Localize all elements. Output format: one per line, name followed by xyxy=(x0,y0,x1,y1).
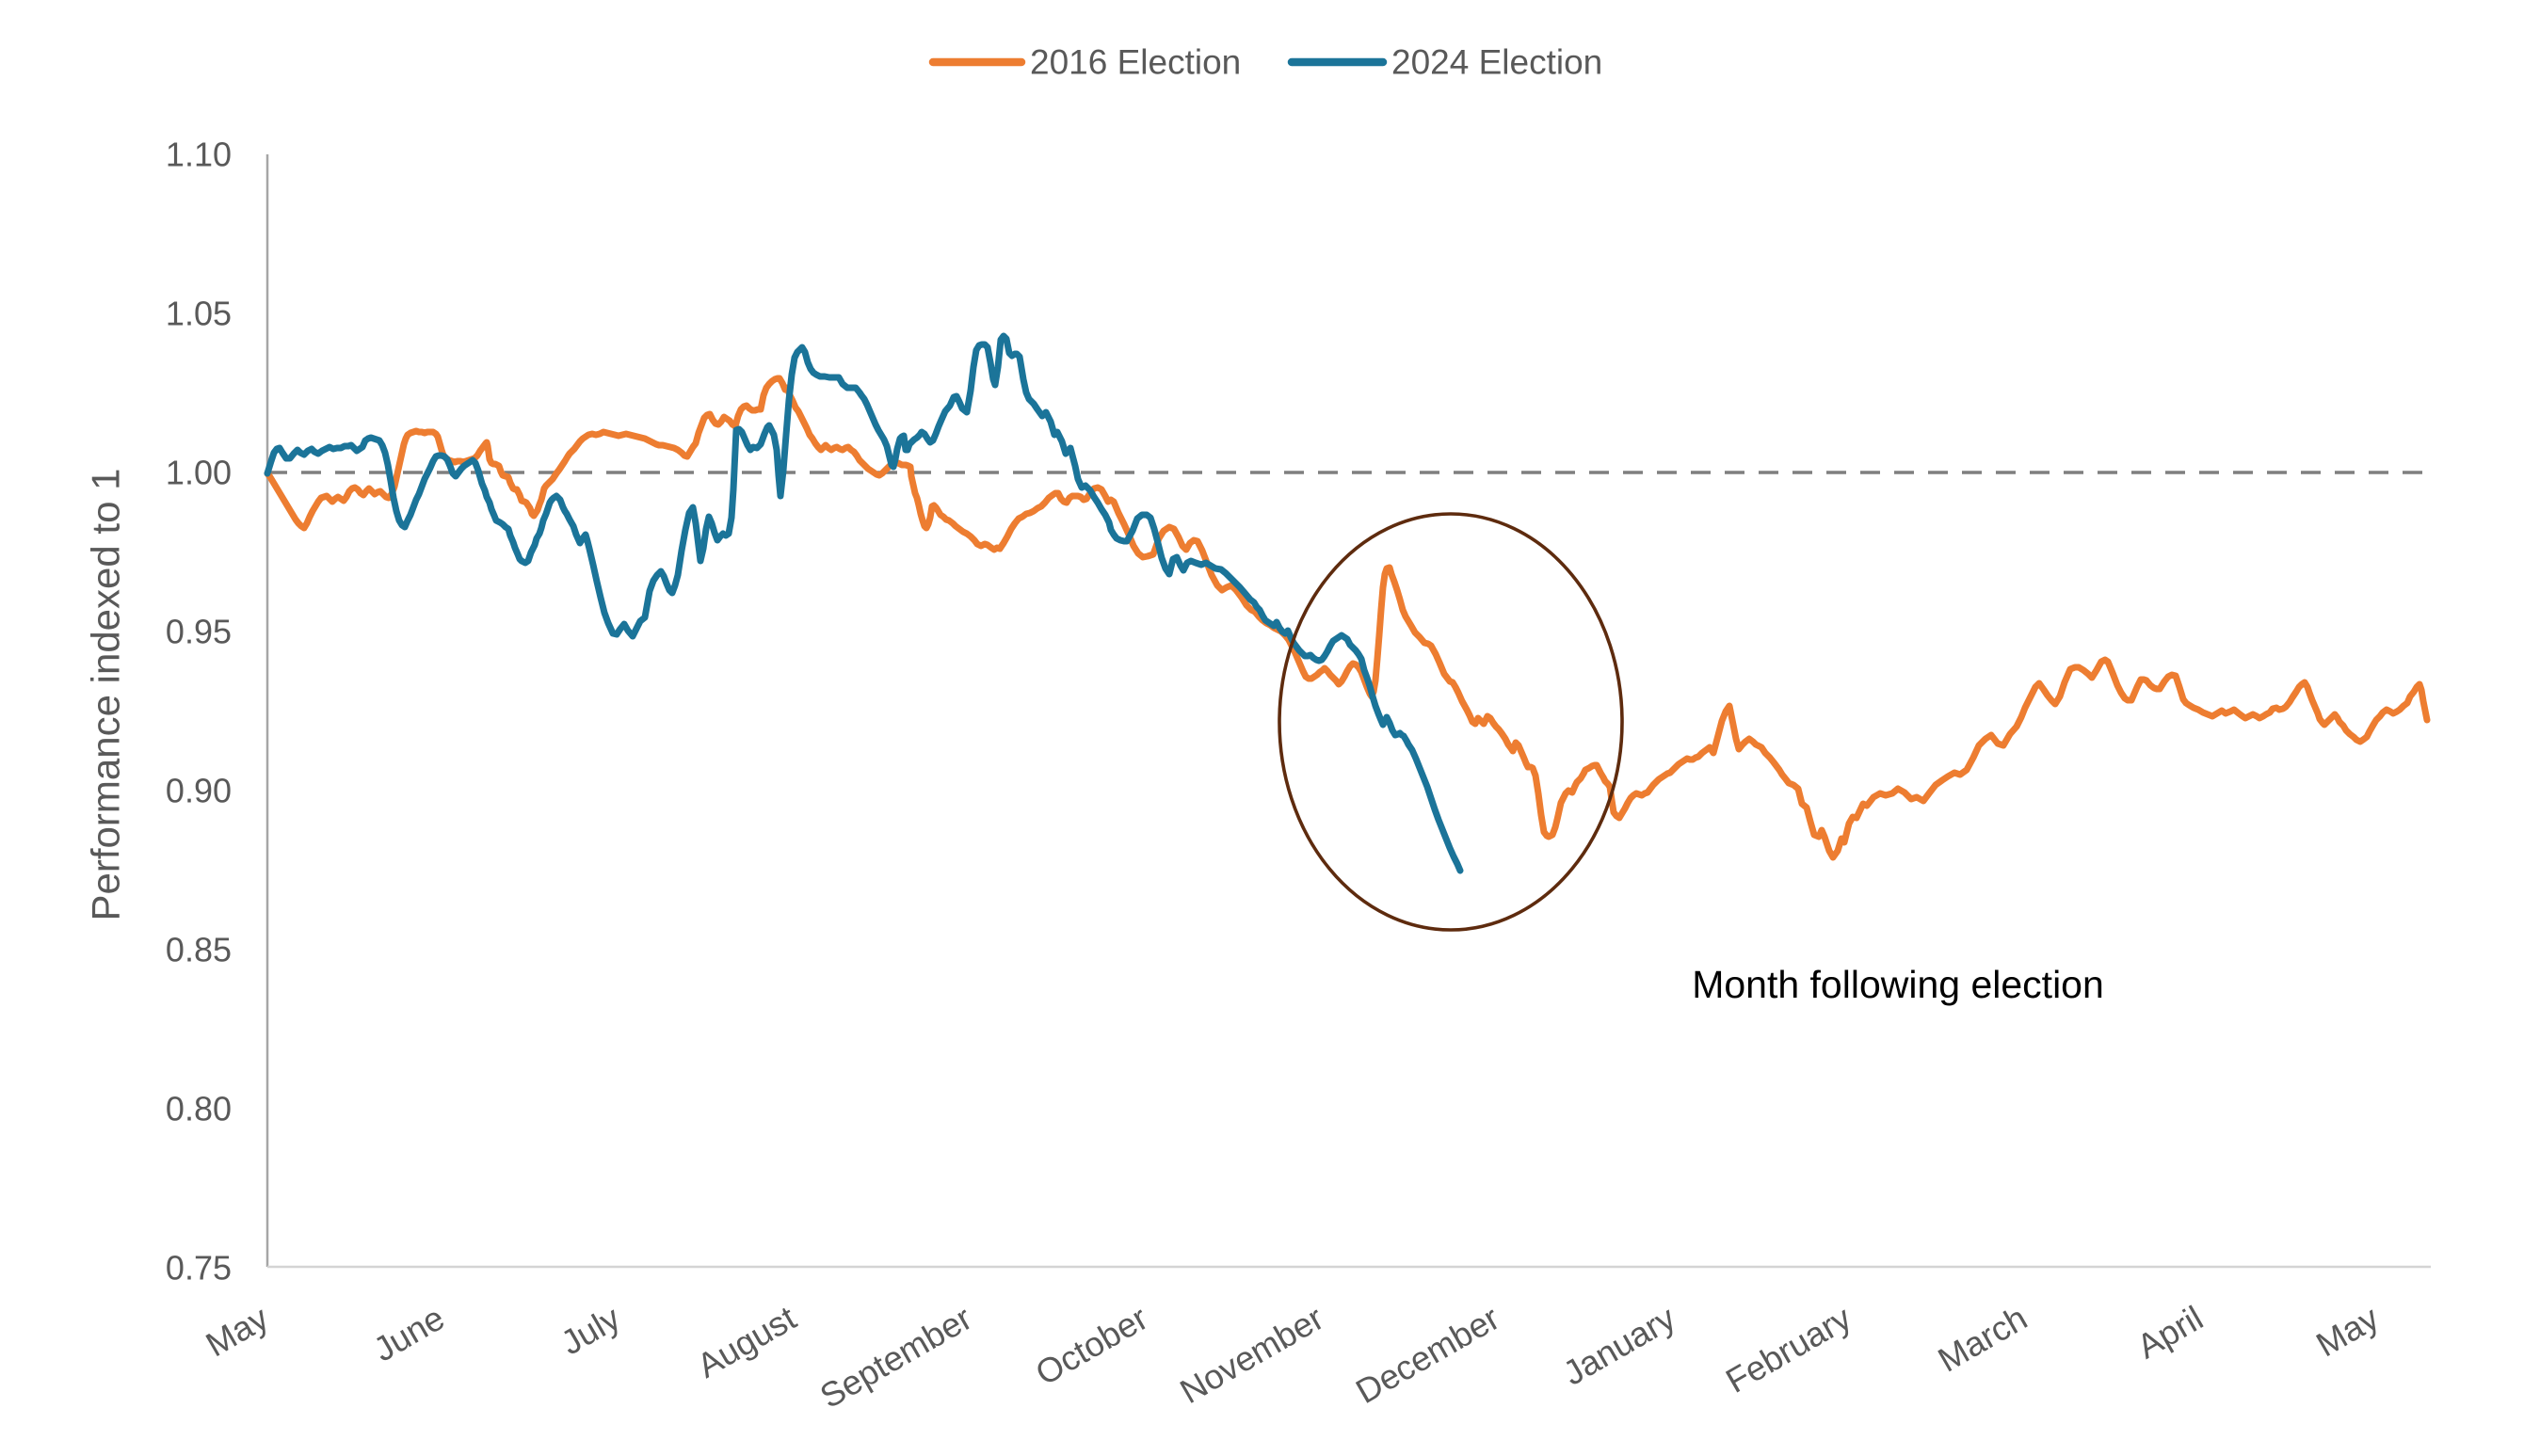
svg-text:Performance indexed to 1: Performance indexed to 1 xyxy=(84,469,128,921)
svg-text:2016 Election: 2016 Election xyxy=(1030,43,1241,82)
svg-text:0.95: 0.95 xyxy=(166,613,232,651)
svg-text:0.85: 0.85 xyxy=(166,931,232,969)
svg-text:Month following election: Month following election xyxy=(1692,963,2104,1006)
svg-text:1.05: 1.05 xyxy=(166,295,232,333)
svg-text:0.75: 0.75 xyxy=(166,1249,232,1288)
svg-text:1.10: 1.10 xyxy=(166,136,232,174)
svg-text:0.90: 0.90 xyxy=(166,772,232,810)
svg-text:0.80: 0.80 xyxy=(166,1090,232,1128)
svg-text:2024 Election: 2024 Election xyxy=(1391,43,1602,82)
svg-text:1.00: 1.00 xyxy=(166,454,232,492)
